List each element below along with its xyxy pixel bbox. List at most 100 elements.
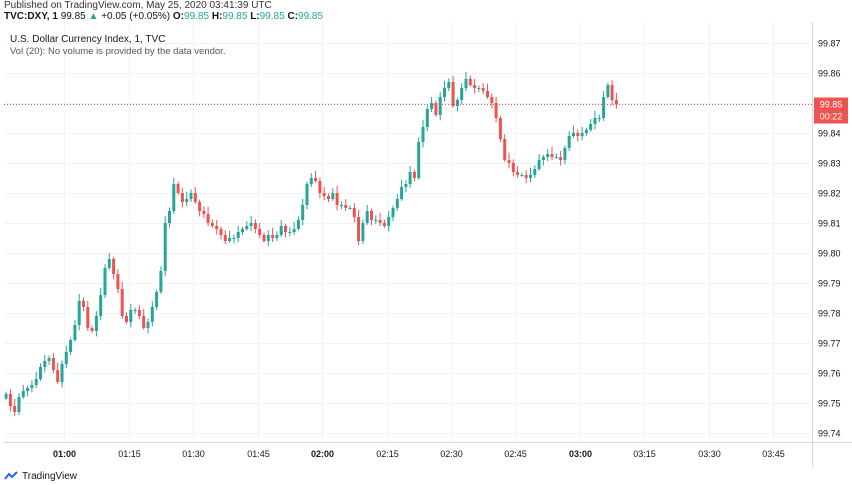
candle-up bbox=[365, 205, 369, 225]
candle-body bbox=[610, 85, 614, 100]
candle-body bbox=[185, 199, 189, 202]
candle-body bbox=[404, 184, 408, 187]
candle-body bbox=[593, 118, 597, 124]
candle-body bbox=[90, 328, 94, 331]
candle-down bbox=[142, 308, 146, 330]
candle-up bbox=[4, 391, 8, 401]
candle-down bbox=[210, 219, 214, 228]
candle-down bbox=[82, 297, 85, 312]
candle-up bbox=[443, 80, 446, 102]
candle-body bbox=[288, 232, 292, 233]
candle-body bbox=[309, 178, 313, 184]
candle-down bbox=[262, 232, 266, 243]
candle-body bbox=[56, 370, 60, 382]
time-tick-label: 03:00 bbox=[569, 449, 592, 459]
candle-body bbox=[172, 184, 176, 211]
candle-body bbox=[279, 226, 283, 235]
candle-up bbox=[129, 304, 133, 328]
candle-body bbox=[51, 358, 55, 370]
candle-body bbox=[443, 88, 446, 97]
candle-body bbox=[129, 310, 133, 322]
candle-body bbox=[520, 175, 524, 176]
time-tick-label: 02:45 bbox=[504, 449, 527, 459]
candle-up bbox=[331, 188, 335, 201]
candlestick-chart[interactable]: 99.87 99.86 99.85 99.84 99.83 99.82 99.81 99.80… bbox=[0, 0, 852, 470]
candle-up bbox=[567, 131, 571, 151]
price-tick-label: 99.86 bbox=[818, 69, 841, 79]
candle-body bbox=[284, 226, 287, 232]
candle-body bbox=[395, 199, 399, 208]
published-line: Published on TradingView.com, May 25, 20… bbox=[4, 0, 272, 11]
candle-body bbox=[296, 220, 300, 229]
candle-up bbox=[589, 119, 593, 132]
tradingview-logo-icon bbox=[4, 471, 18, 480]
candle-up bbox=[159, 266, 163, 294]
candle-down bbox=[219, 226, 223, 240]
candle-up bbox=[236, 226, 240, 243]
symbol-name[interactable]: TVC:DXY, 1 bbox=[4, 11, 58, 22]
candle-body bbox=[271, 235, 275, 238]
candle-body bbox=[550, 154, 554, 157]
candle-up bbox=[387, 211, 391, 232]
candle-body bbox=[486, 91, 489, 97]
candle-up bbox=[249, 215, 253, 232]
candle-down bbox=[120, 281, 124, 319]
candle-body bbox=[198, 202, 202, 211]
time-tick-label: 01:45 bbox=[247, 449, 270, 459]
candle-body bbox=[498, 118, 502, 139]
candle-body bbox=[159, 271, 163, 292]
candle-up bbox=[464, 71, 468, 91]
candle-body bbox=[120, 289, 124, 316]
candle-body bbox=[202, 211, 206, 214]
candle-body bbox=[86, 307, 90, 328]
price-tick-label: 99.87 bbox=[818, 39, 841, 49]
candle-up bbox=[163, 215, 167, 277]
candle-down bbox=[490, 93, 494, 109]
candle-body bbox=[331, 193, 335, 199]
candle-body bbox=[460, 88, 464, 100]
candle-body bbox=[533, 169, 537, 175]
candle-up bbox=[584, 127, 588, 136]
candle-body bbox=[554, 157, 558, 158]
candle-body bbox=[451, 82, 455, 106]
candle-up bbox=[404, 180, 408, 193]
candle-down bbox=[451, 76, 455, 108]
candle-body bbox=[348, 208, 352, 209]
countdown-label: 00:22 bbox=[820, 112, 843, 122]
tradingview-brand[interactable]: TradingView bbox=[4, 471, 77, 482]
candle-body bbox=[589, 124, 593, 130]
candle-down bbox=[116, 269, 120, 294]
up-arrow-icon: ▲ bbox=[88, 11, 99, 22]
candle-body bbox=[180, 193, 184, 202]
candle-body bbox=[576, 133, 580, 136]
candle-body bbox=[206, 214, 210, 223]
candle-body bbox=[47, 358, 51, 361]
candle-up bbox=[232, 234, 236, 244]
candle-up bbox=[460, 83, 464, 105]
candle-body bbox=[473, 85, 477, 88]
price-tick-label: 99.74 bbox=[818, 429, 841, 439]
candle-body bbox=[210, 223, 214, 226]
candle-down bbox=[206, 206, 210, 226]
chart-title: U.S. Dollar Currency Index, 1, TVC bbox=[10, 34, 165, 45]
candle-down bbox=[271, 227, 275, 243]
candle-body bbox=[99, 295, 103, 316]
candle-body bbox=[387, 217, 391, 226]
candle-body bbox=[425, 109, 429, 127]
price-tick-label: 99.81 bbox=[818, 219, 841, 229]
candle-body bbox=[163, 223, 167, 271]
candle-down bbox=[253, 219, 257, 234]
candle-body bbox=[292, 229, 296, 232]
time-axis: 01:00 01:15 01:30 01:45 02:00 02:15 02:30 02:45… bbox=[53, 449, 785, 459]
candle-down bbox=[176, 181, 180, 195]
candle-body bbox=[236, 232, 240, 238]
candle-down bbox=[412, 169, 416, 181]
candle-body bbox=[412, 172, 416, 178]
volume-note: Vol (20): No volume is provided by the d… bbox=[10, 46, 225, 57]
candle-up bbox=[305, 181, 309, 210]
candle-body bbox=[193, 193, 197, 202]
candle-up bbox=[554, 153, 558, 159]
candle-up bbox=[279, 220, 283, 237]
candle-down bbox=[318, 177, 322, 199]
candle-down bbox=[614, 92, 618, 109]
